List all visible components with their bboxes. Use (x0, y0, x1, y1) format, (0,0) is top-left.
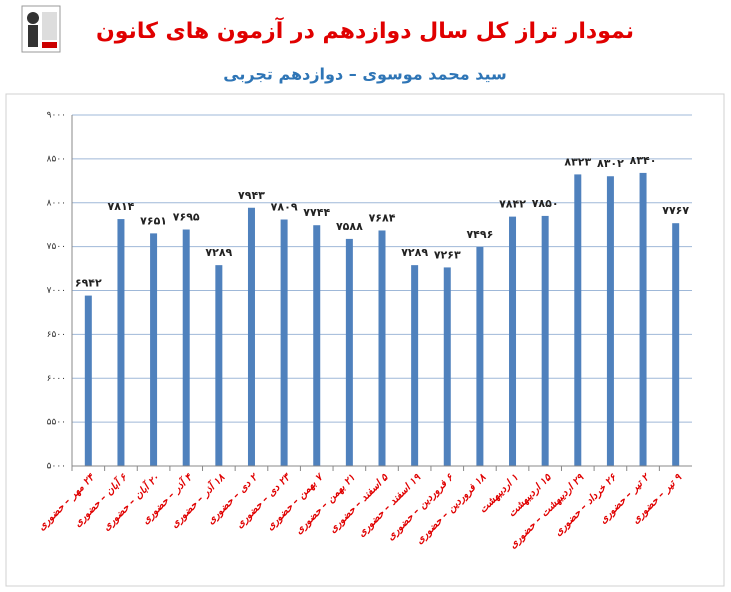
y-tick-label: ۹۰۰۰ (47, 111, 66, 121)
value-label: ۷۹۴۳ (238, 189, 265, 202)
value-label: ۷۸۰۹ (271, 201, 298, 214)
value-label: ۷۲۸۹ (401, 246, 428, 259)
value-label: ۷۶۹۵ (173, 211, 200, 224)
bar (313, 225, 321, 466)
x-tick-label: ۲۰ آبان – حضوری (100, 471, 162, 533)
bar (84, 295, 92, 466)
chart-frame (5, 93, 725, 587)
value-label: ۷۷۴۴ (303, 206, 330, 219)
value-label: ۷۲۸۹ (205, 246, 232, 259)
x-tick-label: ۷ بهمن – حضوری (265, 471, 327, 533)
value-label: ۷۵۸۸ (336, 220, 363, 233)
chart-subtitle: سید محمد موسوی – دوازدهم تجربی (223, 65, 507, 84)
y-tick-label: ۶۵۰۰ (47, 330, 66, 340)
chart-title: نمودار تراز کل سال دوازدهم در آزمون های … (96, 16, 634, 44)
value-label: ۸۳۲۳ (564, 155, 591, 168)
y-tick-label: ۵۵۰۰ (47, 418, 66, 428)
bar (443, 267, 451, 466)
bar (476, 246, 484, 466)
bar (150, 233, 158, 466)
x-tick-label: ۲۱ بهمن – حضوری (294, 472, 358, 536)
x-tick-label: ۵ اسفند – حضوری (327, 472, 390, 535)
bar (541, 215, 549, 466)
value-label: ۸۳۴۰ (630, 154, 657, 167)
y-tick-label: ۵۰۰۰ (47, 462, 66, 472)
bar (606, 176, 614, 466)
bar (378, 230, 386, 466)
value-label: ۷۸۴۲ (499, 198, 526, 211)
y-tick-label: ۶۰۰۰ (47, 374, 66, 384)
value-label: ۸۳۰۲ (597, 157, 624, 170)
value-label: ۷۲۶۳ (434, 248, 461, 261)
bar (117, 219, 125, 466)
x-tick-label: ۱۸ آذر – حضوری (168, 471, 228, 531)
x-tick-label: ۲۶ خرداد – حضوری (553, 472, 619, 538)
value-label: ۷۷۶۷ (662, 204, 689, 217)
bar (345, 238, 353, 466)
bar (672, 223, 680, 466)
y-tick-label: ۷۵۰۰ (47, 242, 66, 252)
logo (21, 5, 61, 53)
bar (639, 172, 647, 467)
y-tick-label: ۷۰۰۰ (47, 286, 66, 296)
y-tick-label: ۸۰۰۰ (47, 198, 66, 208)
bar (411, 265, 419, 466)
y-tick-label: ۸۵۰۰ (47, 154, 66, 164)
bar (247, 207, 255, 466)
value-label: ۶۹۴۲ (75, 277, 102, 290)
value-label: ۷۴۹۶ (466, 228, 493, 241)
value-label: ۷۸۵۰ (532, 197, 559, 210)
value-label: ۷۶۵۱ (140, 214, 167, 227)
bar (574, 174, 582, 467)
x-tick-label: ۲۴ مهر – حضوری (36, 471, 98, 533)
bar (215, 265, 223, 466)
value-label: ۷۶۸۴ (369, 211, 396, 224)
value-label: ۷۸۱۴ (108, 200, 135, 213)
bar (182, 229, 190, 466)
bar (509, 216, 517, 466)
bar (280, 219, 288, 466)
